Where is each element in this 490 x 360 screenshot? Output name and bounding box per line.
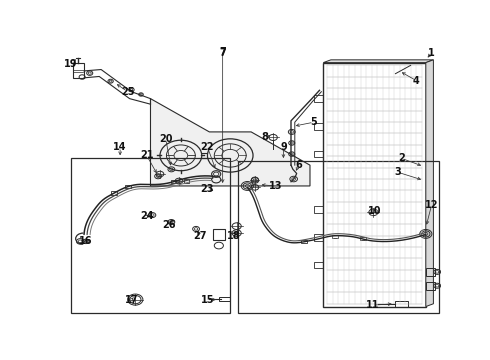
Bar <box>73 63 84 78</box>
Text: 23: 23 <box>201 184 214 194</box>
Bar <box>314 123 323 130</box>
Bar <box>314 234 323 240</box>
Text: 13: 13 <box>269 181 283 191</box>
Text: 26: 26 <box>163 220 176 230</box>
Text: 4: 4 <box>413 76 420 86</box>
Bar <box>323 63 426 307</box>
Text: 12: 12 <box>425 201 438 210</box>
Text: 9: 9 <box>280 142 287 152</box>
Bar <box>301 240 307 243</box>
Text: 18: 18 <box>227 231 241 241</box>
Bar <box>71 158 230 314</box>
Text: 15: 15 <box>201 294 214 305</box>
Bar <box>332 235 338 238</box>
Polygon shape <box>426 60 433 307</box>
Text: 5: 5 <box>310 117 317 127</box>
Text: 7: 7 <box>219 48 226 58</box>
Bar <box>111 191 118 194</box>
Text: 3: 3 <box>394 167 401 177</box>
Bar <box>426 268 435 276</box>
Text: 20: 20 <box>159 134 172 144</box>
Bar <box>238 161 439 314</box>
Bar <box>314 95 323 102</box>
Text: 11: 11 <box>366 300 379 310</box>
Text: 25: 25 <box>121 87 134 97</box>
Text: 17: 17 <box>125 294 138 305</box>
Text: 6: 6 <box>295 160 302 170</box>
Bar <box>314 262 323 268</box>
Text: 19: 19 <box>64 59 77 69</box>
Text: 1: 1 <box>428 48 435 58</box>
Bar <box>394 301 408 307</box>
Polygon shape <box>323 60 433 63</box>
Bar <box>213 229 224 240</box>
Bar <box>360 237 366 240</box>
Text: 14: 14 <box>113 142 127 152</box>
Text: 8: 8 <box>261 132 268 143</box>
Text: 2: 2 <box>398 153 405 163</box>
Text: 24: 24 <box>140 211 153 221</box>
Polygon shape <box>150 99 310 186</box>
Bar <box>184 179 189 183</box>
Text: 10: 10 <box>368 206 381 216</box>
Text: 21: 21 <box>140 150 153 161</box>
Text: 22: 22 <box>201 142 214 152</box>
Text: 7: 7 <box>219 46 226 57</box>
Bar <box>314 151 323 157</box>
Bar <box>426 282 435 290</box>
Bar <box>171 180 176 184</box>
Text: 27: 27 <box>193 231 207 241</box>
Bar <box>314 206 323 213</box>
Bar <box>124 185 131 188</box>
Text: 16: 16 <box>79 237 93 246</box>
Bar <box>219 297 230 301</box>
